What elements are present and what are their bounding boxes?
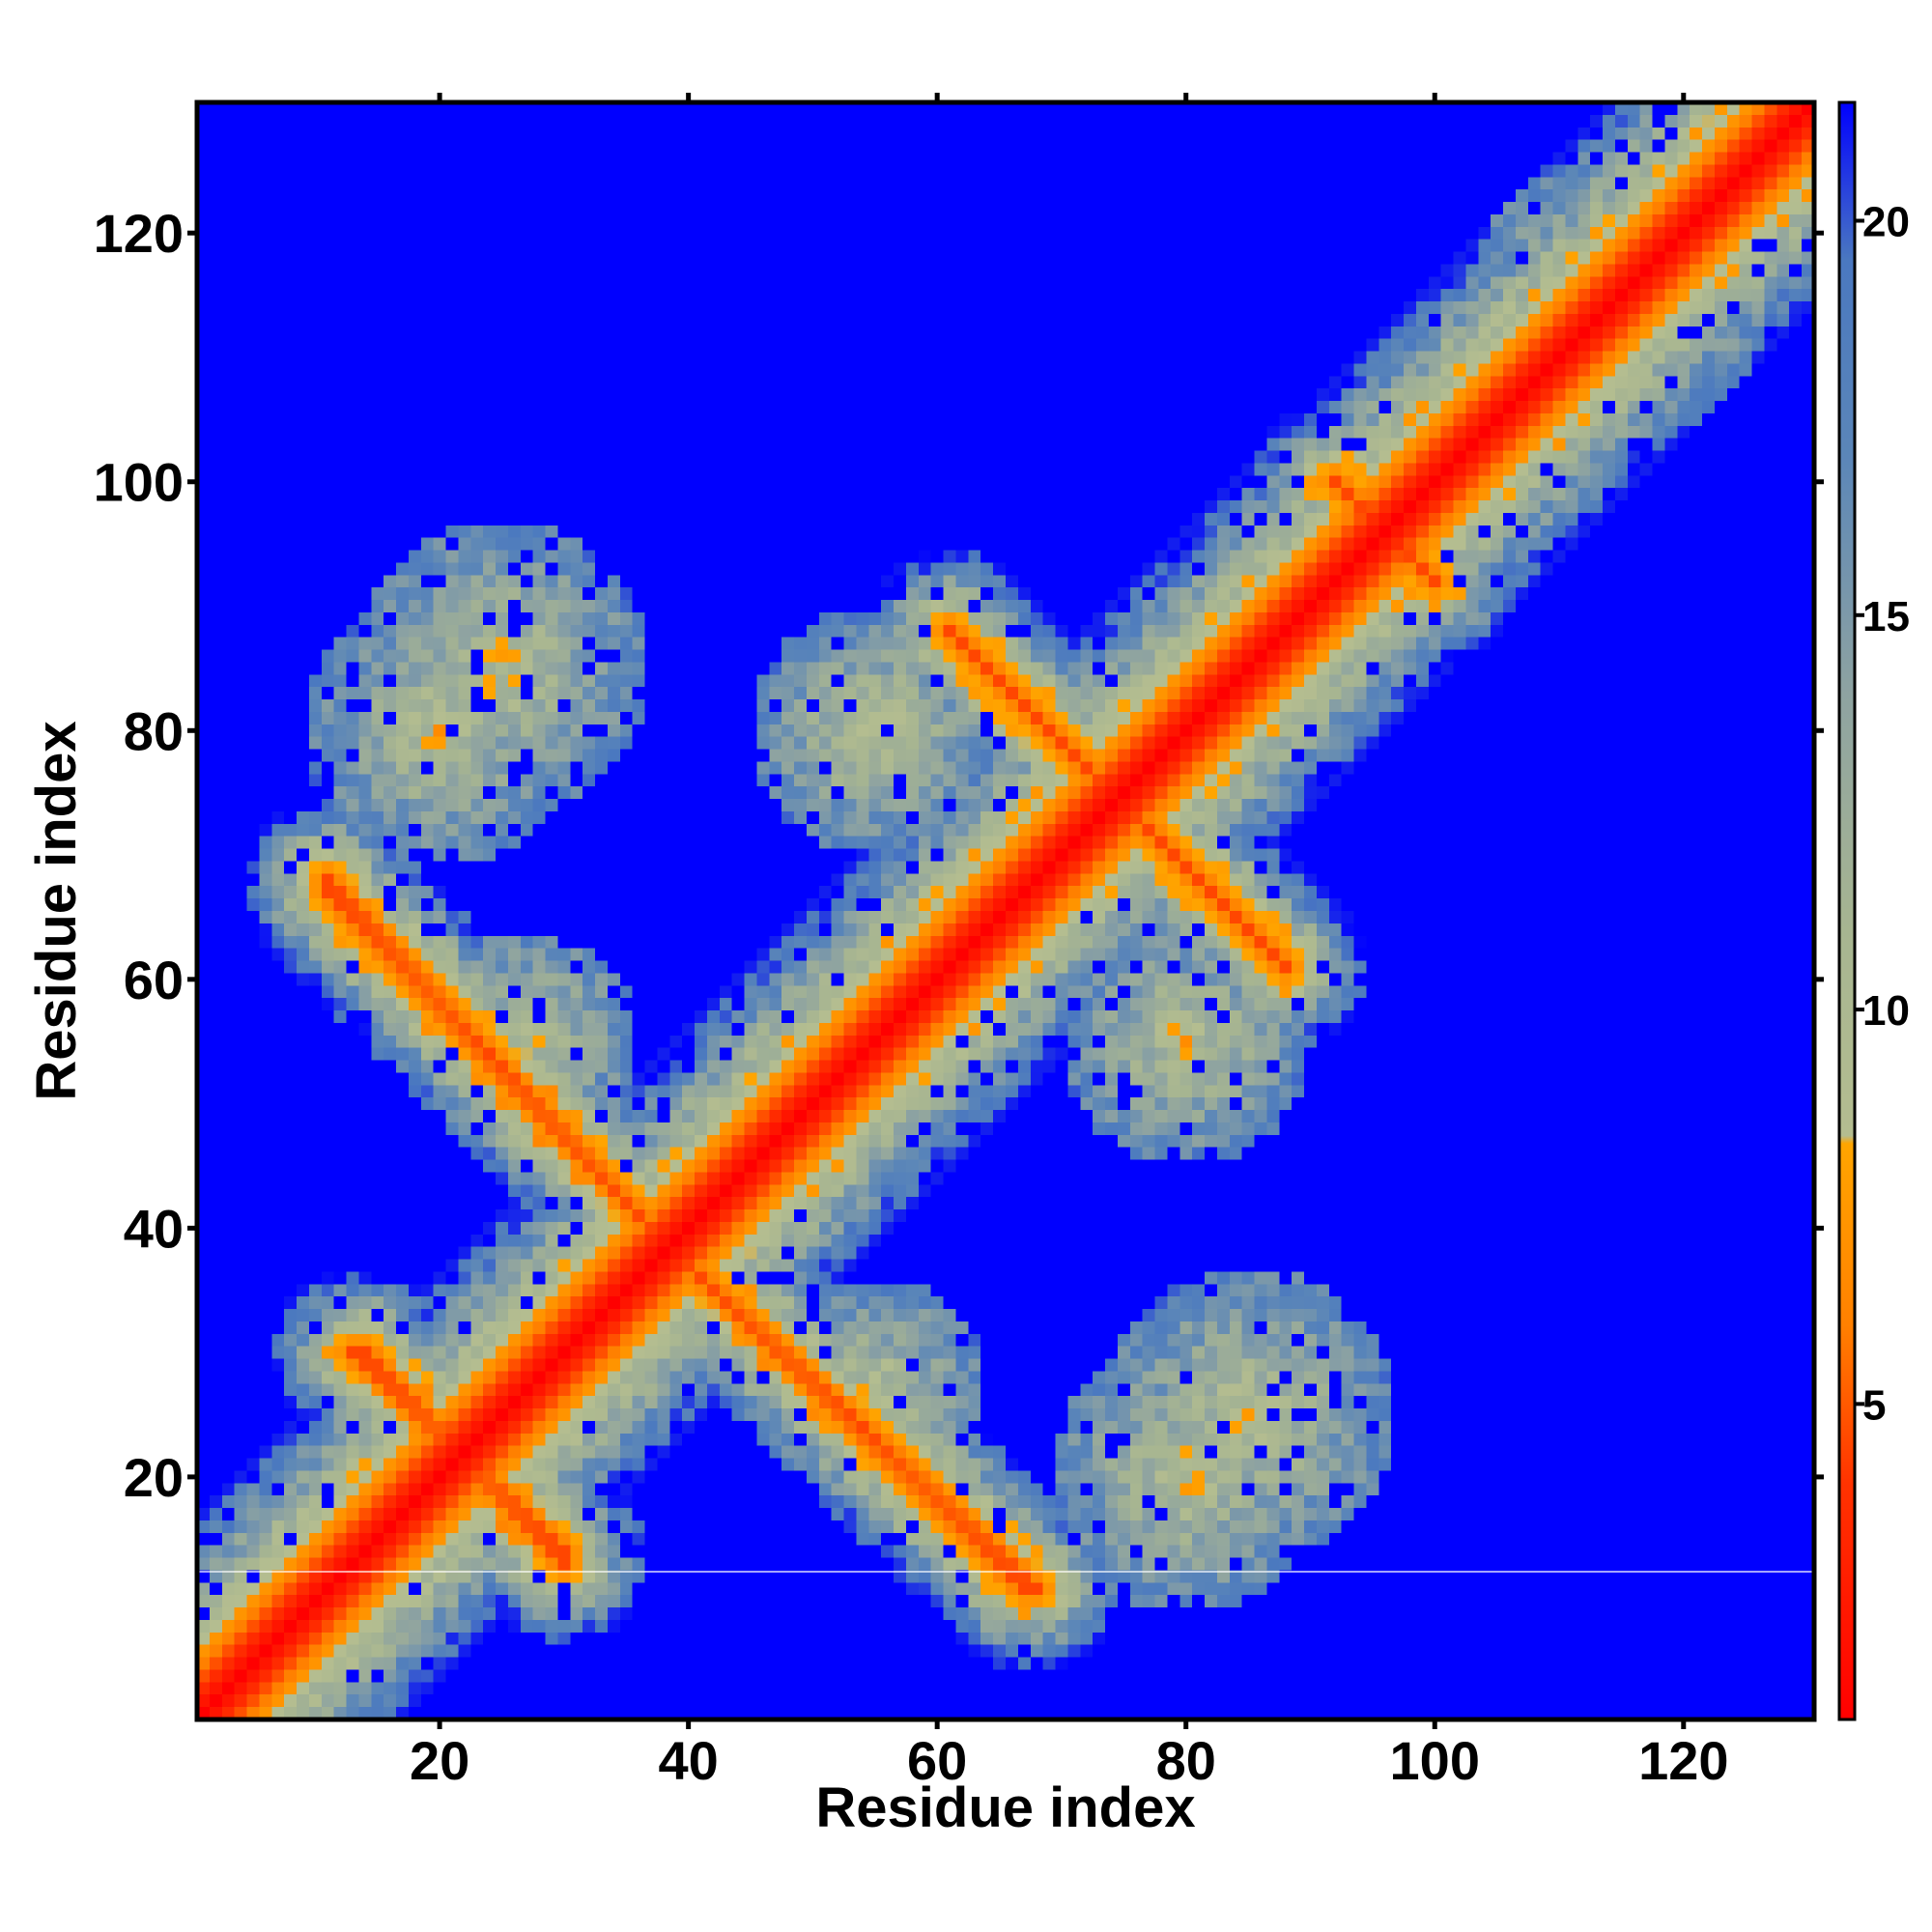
y-tick-label: 40 (124, 1198, 184, 1259)
y-axis-title: Residue index (25, 721, 88, 1100)
heatmap-image (197, 102, 1814, 1719)
colorbar-tick-label: 10 (1862, 987, 1910, 1035)
x-tick-label: 40 (658, 1730, 718, 1791)
y-tick-label: 100 (94, 452, 184, 513)
x-axis-ticks: 20 40 60 80 100 120 (410, 93, 1729, 1791)
x-tick-label: 60 (907, 1730, 967, 1791)
colorbar-tick-label: 20 (1862, 198, 1910, 245)
y-tick-label: 80 (124, 700, 184, 761)
colorbar-tick-label: 15 (1862, 593, 1910, 640)
x-tick-label: 20 (410, 1730, 469, 1791)
colorbar (1837, 100, 1857, 1721)
colorbar-ticks: 5 10 15 20 (1855, 198, 1910, 1429)
x-tick-label: 80 (1156, 1730, 1216, 1791)
colorbar-tick-label: 5 (1862, 1381, 1886, 1429)
x-tick-label: 100 (1390, 1730, 1480, 1791)
y-tick-label: 120 (94, 203, 184, 264)
plot-frame (194, 99, 1817, 1722)
y-axis-ticks: 20 40 60 80 100 120 (94, 203, 1824, 1508)
x-tick-label: 120 (1638, 1730, 1728, 1791)
y-tick-label: 20 (124, 1447, 184, 1508)
heatmap-cells (197, 102, 1814, 1719)
y-tick-label: 60 (124, 950, 184, 1010)
x-axis-title: Residue index (815, 1776, 1195, 1839)
